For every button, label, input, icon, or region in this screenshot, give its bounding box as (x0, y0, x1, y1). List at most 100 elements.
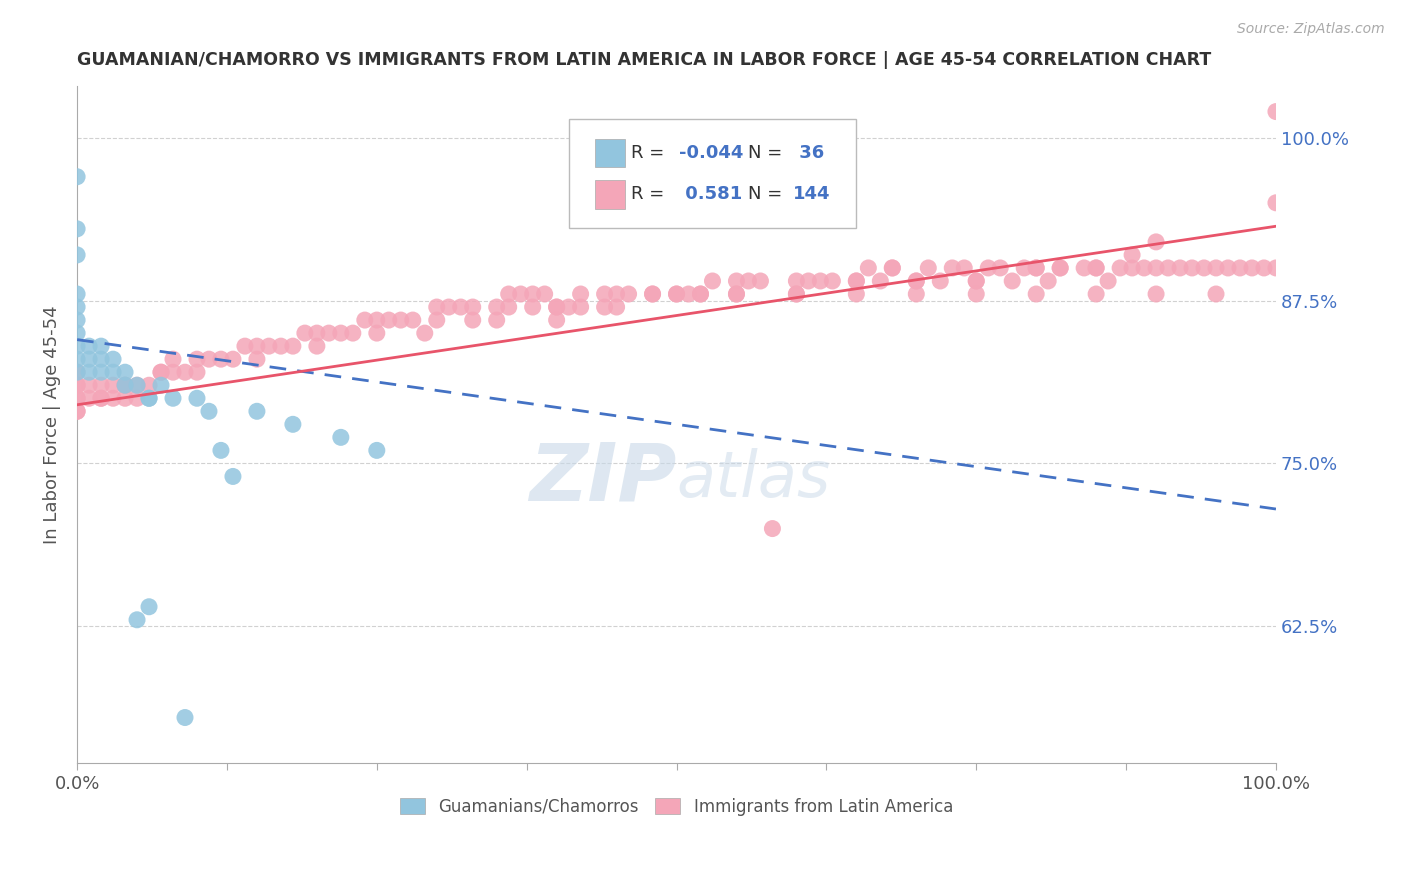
Point (138, 599, 160, 614)
Point (1265, 104, 1288, 119)
Point (209, 443, 232, 458)
Point (1085, 260, 1108, 275)
Point (606, 300, 628, 314)
Point (557, 300, 579, 314)
Point (114, 391, 136, 405)
Point (845, 274, 868, 288)
Point (689, 287, 711, 301)
Point (1121, 248, 1143, 262)
Point (66, 391, 89, 405)
Point (281, 417, 304, 432)
Point (785, 287, 807, 301)
Point (882, 260, 904, 275)
Text: R =: R = (631, 186, 671, 203)
Point (162, 352, 184, 367)
Point (66, 222, 89, 236)
Point (546, 300, 568, 314)
Point (785, 287, 807, 301)
Point (606, 287, 628, 301)
Point (66, 169, 89, 184)
Point (366, 313, 388, 327)
Point (366, 326, 388, 340)
Point (1038, 274, 1060, 288)
Point (1001, 274, 1024, 288)
Point (953, 260, 976, 275)
Text: GUAMANIAN/CHAMORRO VS IMMIGRANTS FROM LATIN AMERICA IN LABOR FORCE | AGE 45-54 C: GUAMANIAN/CHAMORRO VS IMMIGRANTS FROM LA… (77, 51, 1212, 69)
Point (198, 352, 221, 367)
Point (90, 339, 112, 353)
Point (222, 469, 245, 483)
Point (77, 365, 100, 379)
Point (125, 378, 148, 392)
Point (1073, 260, 1095, 275)
Point (101, 378, 124, 392)
Point (90, 365, 112, 379)
Point (150, 378, 173, 392)
Point (797, 274, 820, 288)
Point (1240, 260, 1263, 275)
Point (665, 287, 688, 301)
Point (1097, 274, 1119, 288)
Point (1205, 260, 1227, 275)
Point (977, 260, 1000, 275)
Point (522, 287, 544, 301)
Y-axis label: In Labor Force | Age 45-54: In Labor Force | Age 45-54 (44, 305, 60, 543)
Point (246, 352, 269, 367)
Point (569, 300, 592, 314)
Point (114, 378, 136, 392)
Point (66, 248, 89, 262)
Point (426, 300, 449, 314)
Point (1168, 260, 1191, 275)
Point (1205, 287, 1227, 301)
Point (90, 391, 112, 405)
Point (257, 339, 280, 353)
Point (641, 287, 664, 301)
Point (905, 287, 928, 301)
Point (1253, 260, 1275, 275)
Point (1049, 260, 1071, 275)
Point (209, 352, 232, 367)
Point (725, 287, 748, 301)
Point (941, 260, 963, 275)
Point (929, 274, 952, 288)
Point (858, 260, 880, 275)
Point (114, 378, 136, 392)
Point (342, 326, 364, 340)
Point (150, 365, 173, 379)
Point (1109, 260, 1132, 275)
Point (821, 274, 844, 288)
Point (498, 287, 520, 301)
Point (138, 378, 160, 392)
Point (1012, 260, 1035, 275)
FancyBboxPatch shape (568, 120, 856, 227)
Point (450, 300, 472, 314)
Text: -0.044: -0.044 (679, 144, 744, 161)
Point (1025, 260, 1047, 275)
Point (66, 352, 89, 367)
Point (1144, 287, 1167, 301)
Bar (595, 138, 626, 167)
Point (222, 352, 245, 367)
Point (329, 430, 352, 444)
Point (725, 287, 748, 301)
Point (785, 274, 807, 288)
Text: R =: R = (631, 144, 671, 161)
Text: N =: N = (748, 186, 789, 203)
Point (413, 326, 436, 340)
Point (101, 391, 124, 405)
Point (77, 378, 100, 392)
Point (1229, 260, 1251, 275)
Text: 144: 144 (793, 186, 831, 203)
Bar (595, 180, 626, 209)
Point (66, 378, 89, 392)
Legend: Guamanians/Chamorros, Immigrants from Latin America: Guamanians/Chamorros, Immigrants from La… (394, 791, 960, 822)
Point (378, 313, 401, 327)
Text: 36: 36 (793, 144, 824, 161)
Point (246, 404, 269, 418)
Point (702, 274, 724, 288)
Point (461, 300, 484, 314)
Point (1265, 260, 1288, 275)
Point (353, 313, 375, 327)
Point (1216, 260, 1239, 275)
Point (162, 365, 184, 379)
